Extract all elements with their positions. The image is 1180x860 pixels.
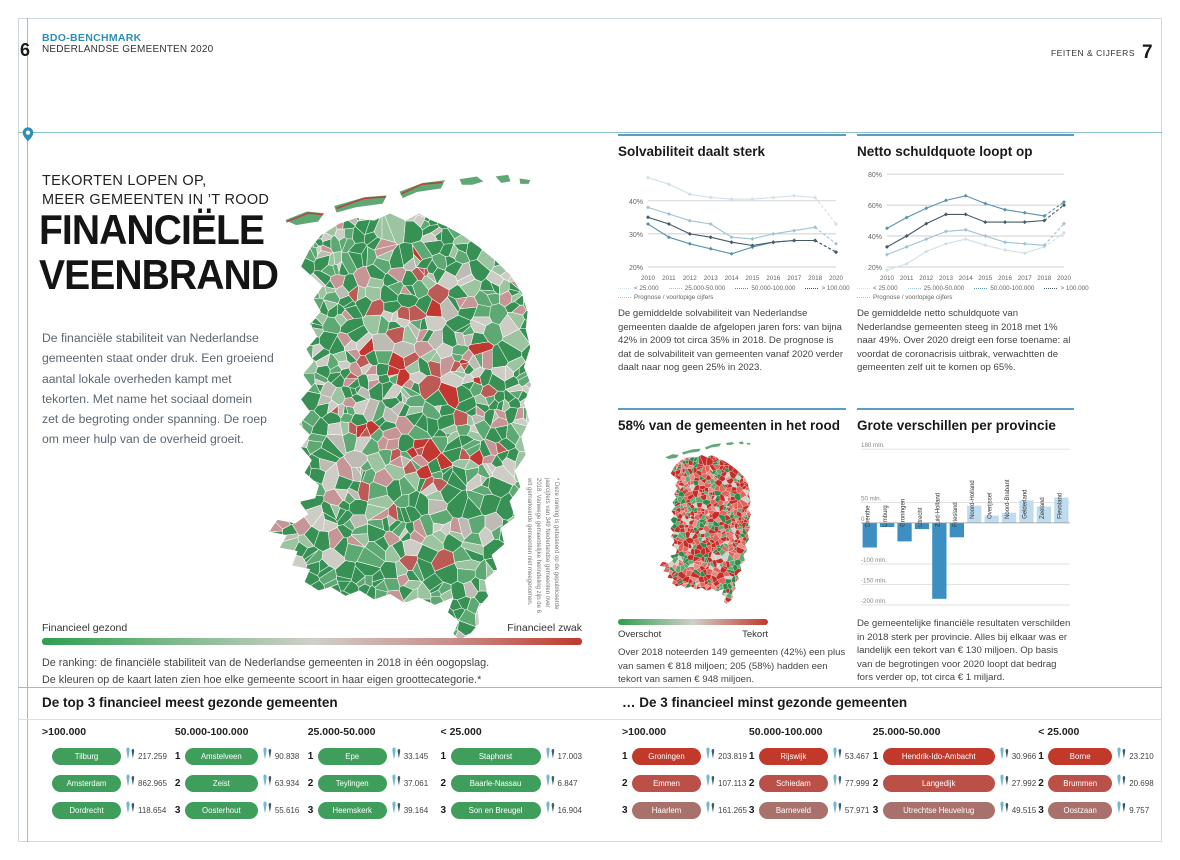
- svg-text:2012: 2012: [919, 275, 934, 282]
- svg-text:Noord-Brabant: Noord-Brabant: [1005, 479, 1011, 519]
- svg-text:2020: 2020: [829, 275, 844, 282]
- svg-text:20%: 20%: [629, 265, 643, 272]
- svg-text:20%: 20%: [868, 265, 882, 272]
- svg-text:-200 mln.: -200 mln.: [861, 598, 887, 605]
- svg-text:2012: 2012: [683, 275, 698, 282]
- svg-text:Drenthe: Drenthe: [866, 505, 872, 527]
- svg-text:Zuid-Holland: Zuid-Holland: [935, 493, 941, 527]
- svg-text:2014: 2014: [725, 275, 740, 282]
- svg-text:2015: 2015: [745, 275, 760, 282]
- svg-text:2017: 2017: [1018, 275, 1033, 282]
- svg-text:-150 mln.: -150 mln.: [861, 578, 887, 585]
- svg-text:Utrecht: Utrecht: [918, 507, 924, 527]
- svg-text:Gelderland: Gelderland: [1023, 490, 1029, 519]
- svg-text:2018: 2018: [808, 275, 823, 282]
- svg-text:50 mln.: 50 mln.: [861, 495, 882, 502]
- svg-text:Overijssel: Overijssel: [988, 493, 994, 519]
- svg-text:2013: 2013: [704, 275, 719, 282]
- svg-text:Zeeland: Zeeland: [1040, 497, 1046, 519]
- svg-text:180 mln.: 180 mln.: [861, 442, 885, 449]
- svg-text:80%: 80%: [868, 172, 882, 179]
- svg-text:Limburg: Limburg: [883, 505, 889, 527]
- svg-text:30%: 30%: [629, 232, 643, 239]
- svg-text:Flevoland: Flevoland: [1057, 493, 1063, 519]
- svg-text:2013: 2013: [939, 275, 954, 282]
- svg-text:0: 0: [861, 516, 865, 523]
- svg-text:2014: 2014: [959, 275, 974, 282]
- svg-text:2020: 2020: [1057, 275, 1072, 282]
- svg-text:-100 mln.: -100 mln.: [861, 557, 887, 564]
- svg-text:2016: 2016: [998, 275, 1013, 282]
- svg-text:40%: 40%: [629, 199, 643, 206]
- svg-text:2010: 2010: [880, 275, 895, 282]
- svg-text:2011: 2011: [900, 275, 914, 282]
- svg-text:40%: 40%: [868, 234, 882, 241]
- svg-text:2015: 2015: [978, 275, 993, 282]
- svg-text:2017: 2017: [787, 275, 802, 282]
- svg-text:2016: 2016: [766, 275, 781, 282]
- svg-text:Noord-Holland: Noord-Holland: [970, 480, 976, 519]
- svg-text:2011: 2011: [662, 275, 676, 282]
- svg-text:2018: 2018: [1037, 275, 1052, 282]
- svg-text:60%: 60%: [868, 203, 882, 210]
- svg-text:2010: 2010: [641, 275, 656, 282]
